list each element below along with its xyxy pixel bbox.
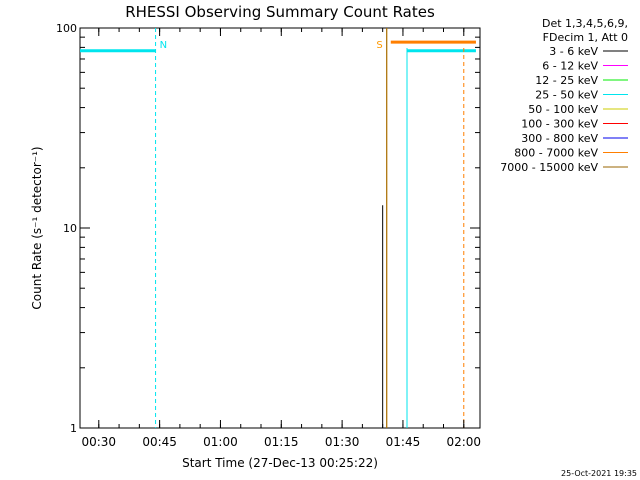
legend-label: 6 - 12 keV	[542, 60, 598, 73]
legend-label: 800 - 7000 keV	[514, 147, 598, 160]
y-axis-label: Count Rate (s⁻¹ detector⁻¹)	[30, 146, 44, 309]
footer-date: 25-Oct-2021 19:35	[561, 469, 637, 478]
legend-label: 3 - 6 keV	[549, 45, 598, 58]
x-tick-label: 00:30	[81, 435, 116, 449]
axes: 1 10 100 00:30 00:45 01:00 01:15 01:30 01:45 02:0…	[56, 22, 481, 449]
legend-label: 7000 - 15000 keV	[500, 161, 598, 174]
x-tick-label: 01:15	[264, 435, 299, 449]
legend-label: 25 - 50 keV	[535, 89, 598, 102]
marker-label: S	[376, 40, 382, 51]
x-tick-label: 00:45	[142, 435, 177, 449]
y-tick-label: 100	[56, 22, 77, 35]
x-tick-label: 02:00	[446, 435, 481, 449]
chart-title: RHESSI Observing Summary Count Rates	[125, 3, 435, 21]
y-tick-label: 10	[63, 222, 77, 235]
plot-frame	[79, 27, 481, 429]
y-tick-label: 1	[70, 422, 77, 435]
x-tick-label: 01:00	[203, 435, 238, 449]
marker-label: N	[160, 40, 167, 51]
legend: Det 1,3,4,5,6,9, FDecim 1, Att 0 3 - 6 k…	[500, 17, 628, 174]
legend-header-line-2: FDecim 1, Att 0	[543, 31, 628, 44]
legend-label: 100 - 300 keV	[521, 118, 598, 131]
legend-label: 300 - 800 keV	[521, 132, 598, 145]
x-tick-label: 01:30	[325, 435, 360, 449]
x-axis-label: Start Time (27-Dec-13 00:25:22)	[182, 456, 378, 470]
legend-label: 50 - 100 keV	[528, 103, 598, 116]
legend-header-line-1: Det 1,3,4,5,6,9,	[542, 17, 628, 30]
legend-label: 12 - 25 keV	[535, 74, 598, 87]
x-tick-label: 01:45	[386, 435, 421, 449]
